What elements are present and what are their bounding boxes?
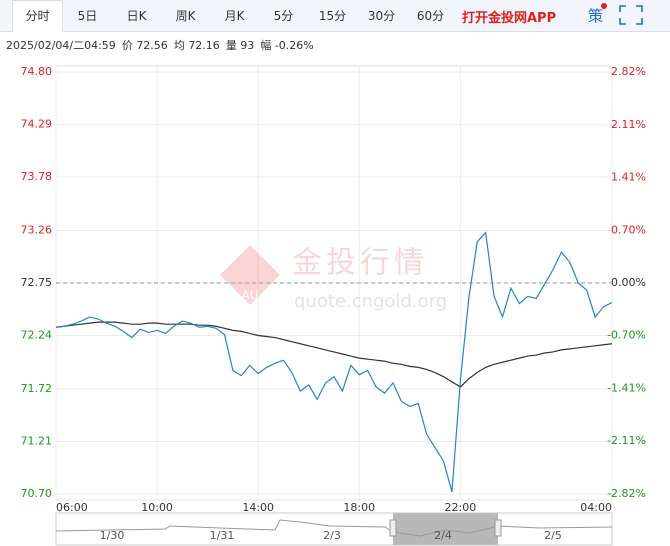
y-tick-label: 70.70	[21, 487, 53, 500]
watermark-title: 金投行情	[292, 246, 428, 281]
navigator-handle[interactable]	[389, 519, 397, 537]
y-tick-label: 74.29	[21, 117, 53, 130]
navigator-label: 2/3	[323, 529, 341, 542]
tab[interactable]: 月K	[224, 8, 245, 23]
tab[interactable]: 60分	[416, 8, 445, 23]
info-value: 72.56	[136, 39, 168, 52]
y-tick-label: 72.24	[21, 328, 53, 341]
y2-tick-label: -0.70%	[607, 328, 646, 341]
y2-tick-label: -2.11%	[607, 434, 646, 447]
navigator-label: 1/30	[100, 529, 125, 542]
navigator-handle[interactable]	[494, 519, 502, 537]
navigator-selection[interactable]	[393, 513, 498, 545]
x-tick-label: 14:00	[242, 501, 274, 514]
y2-tick-label: 0.70%	[611, 224, 646, 237]
y2-tick-label: 2.11%	[611, 118, 646, 131]
average-line	[55, 321, 613, 388]
watermark-logo: AU	[242, 289, 259, 303]
navigator: 1/30 1/31 2/3 2/4 2/5	[55, 512, 613, 546]
tab[interactable]: 周K	[175, 8, 196, 23]
y2-tick-label: 2.82%	[611, 65, 646, 78]
tab[interactable]: 15分	[318, 8, 347, 23]
x-tick-label: 22:00	[445, 501, 477, 514]
y2-tick-label: -2.82%	[607, 487, 646, 500]
tab-bar: 分时 5日 日K 周K 月K 5分 15分 30分 60分	[0, 0, 670, 32]
tab[interactable]: 5日	[77, 8, 98, 23]
navigator-label: 2/4	[434, 529, 452, 542]
fullscreen-icon[interactable]	[619, 5, 643, 25]
y2-tick-label: -1.41%	[607, 382, 646, 395]
y-tick-label: 72.75	[21, 276, 53, 289]
grid	[55, 65, 615, 501]
tab[interactable]: 分时	[12, 0, 63, 32]
info-field: 均 72.16	[174, 39, 220, 52]
y2-tick-label: 1.41%	[611, 171, 646, 184]
info-field: 幅 -0.26%	[260, 39, 313, 52]
tab[interactable]: 30分	[367, 8, 396, 23]
info-field: 价 72.56	[122, 39, 168, 52]
info-label: 幅	[260, 39, 272, 52]
strategy-button[interactable]: 策	[588, 7, 604, 25]
watermark-url: quote.cngold.org	[294, 291, 447, 312]
info-value: 93	[240, 39, 255, 52]
info-line: 2025/02/04/二04:59 价 72.56 均 72.16 量 93 幅 -0.…	[6, 37, 320, 53]
watermark: AU 金投行情 quote.cngold.org	[220, 245, 447, 312]
app-link[interactable]: 打开金投网APP	[462, 11, 557, 26]
navigator-label: 2/5	[544, 529, 562, 542]
info-value: -0.26%	[274, 39, 314, 52]
y-tick-label: 71.21	[21, 435, 53, 448]
x-tick-label: 18:00	[343, 501, 375, 514]
y-tick-label: 74.80	[21, 65, 53, 78]
y-tick-label: 73.26	[21, 224, 53, 237]
info-field: 量 93	[226, 39, 255, 52]
price-line	[55, 231, 613, 493]
info-value: 72.16	[188, 39, 220, 52]
x-tick-label: 04:00	[580, 501, 612, 514]
tab[interactable]: 5分	[273, 8, 294, 23]
badge-dot	[601, 3, 607, 9]
tab[interactable]: 日K	[126, 8, 147, 23]
info-label: 量	[225, 39, 237, 52]
y-tick-label: 73.78	[21, 170, 53, 183]
info-label: 均	[173, 39, 185, 52]
navigator-line	[55, 519, 613, 537]
x-tick-label: 06:00	[56, 501, 88, 514]
info-datetime: 2025/02/04/二04:59	[6, 39, 116, 52]
y-tick-label: 71.72	[21, 382, 53, 395]
navigator-label: 1/31	[210, 529, 235, 542]
y2-tick-label: 0.00%	[611, 276, 646, 289]
x-tick-label: 10:00	[141, 501, 173, 514]
info-label: 价	[121, 39, 133, 52]
